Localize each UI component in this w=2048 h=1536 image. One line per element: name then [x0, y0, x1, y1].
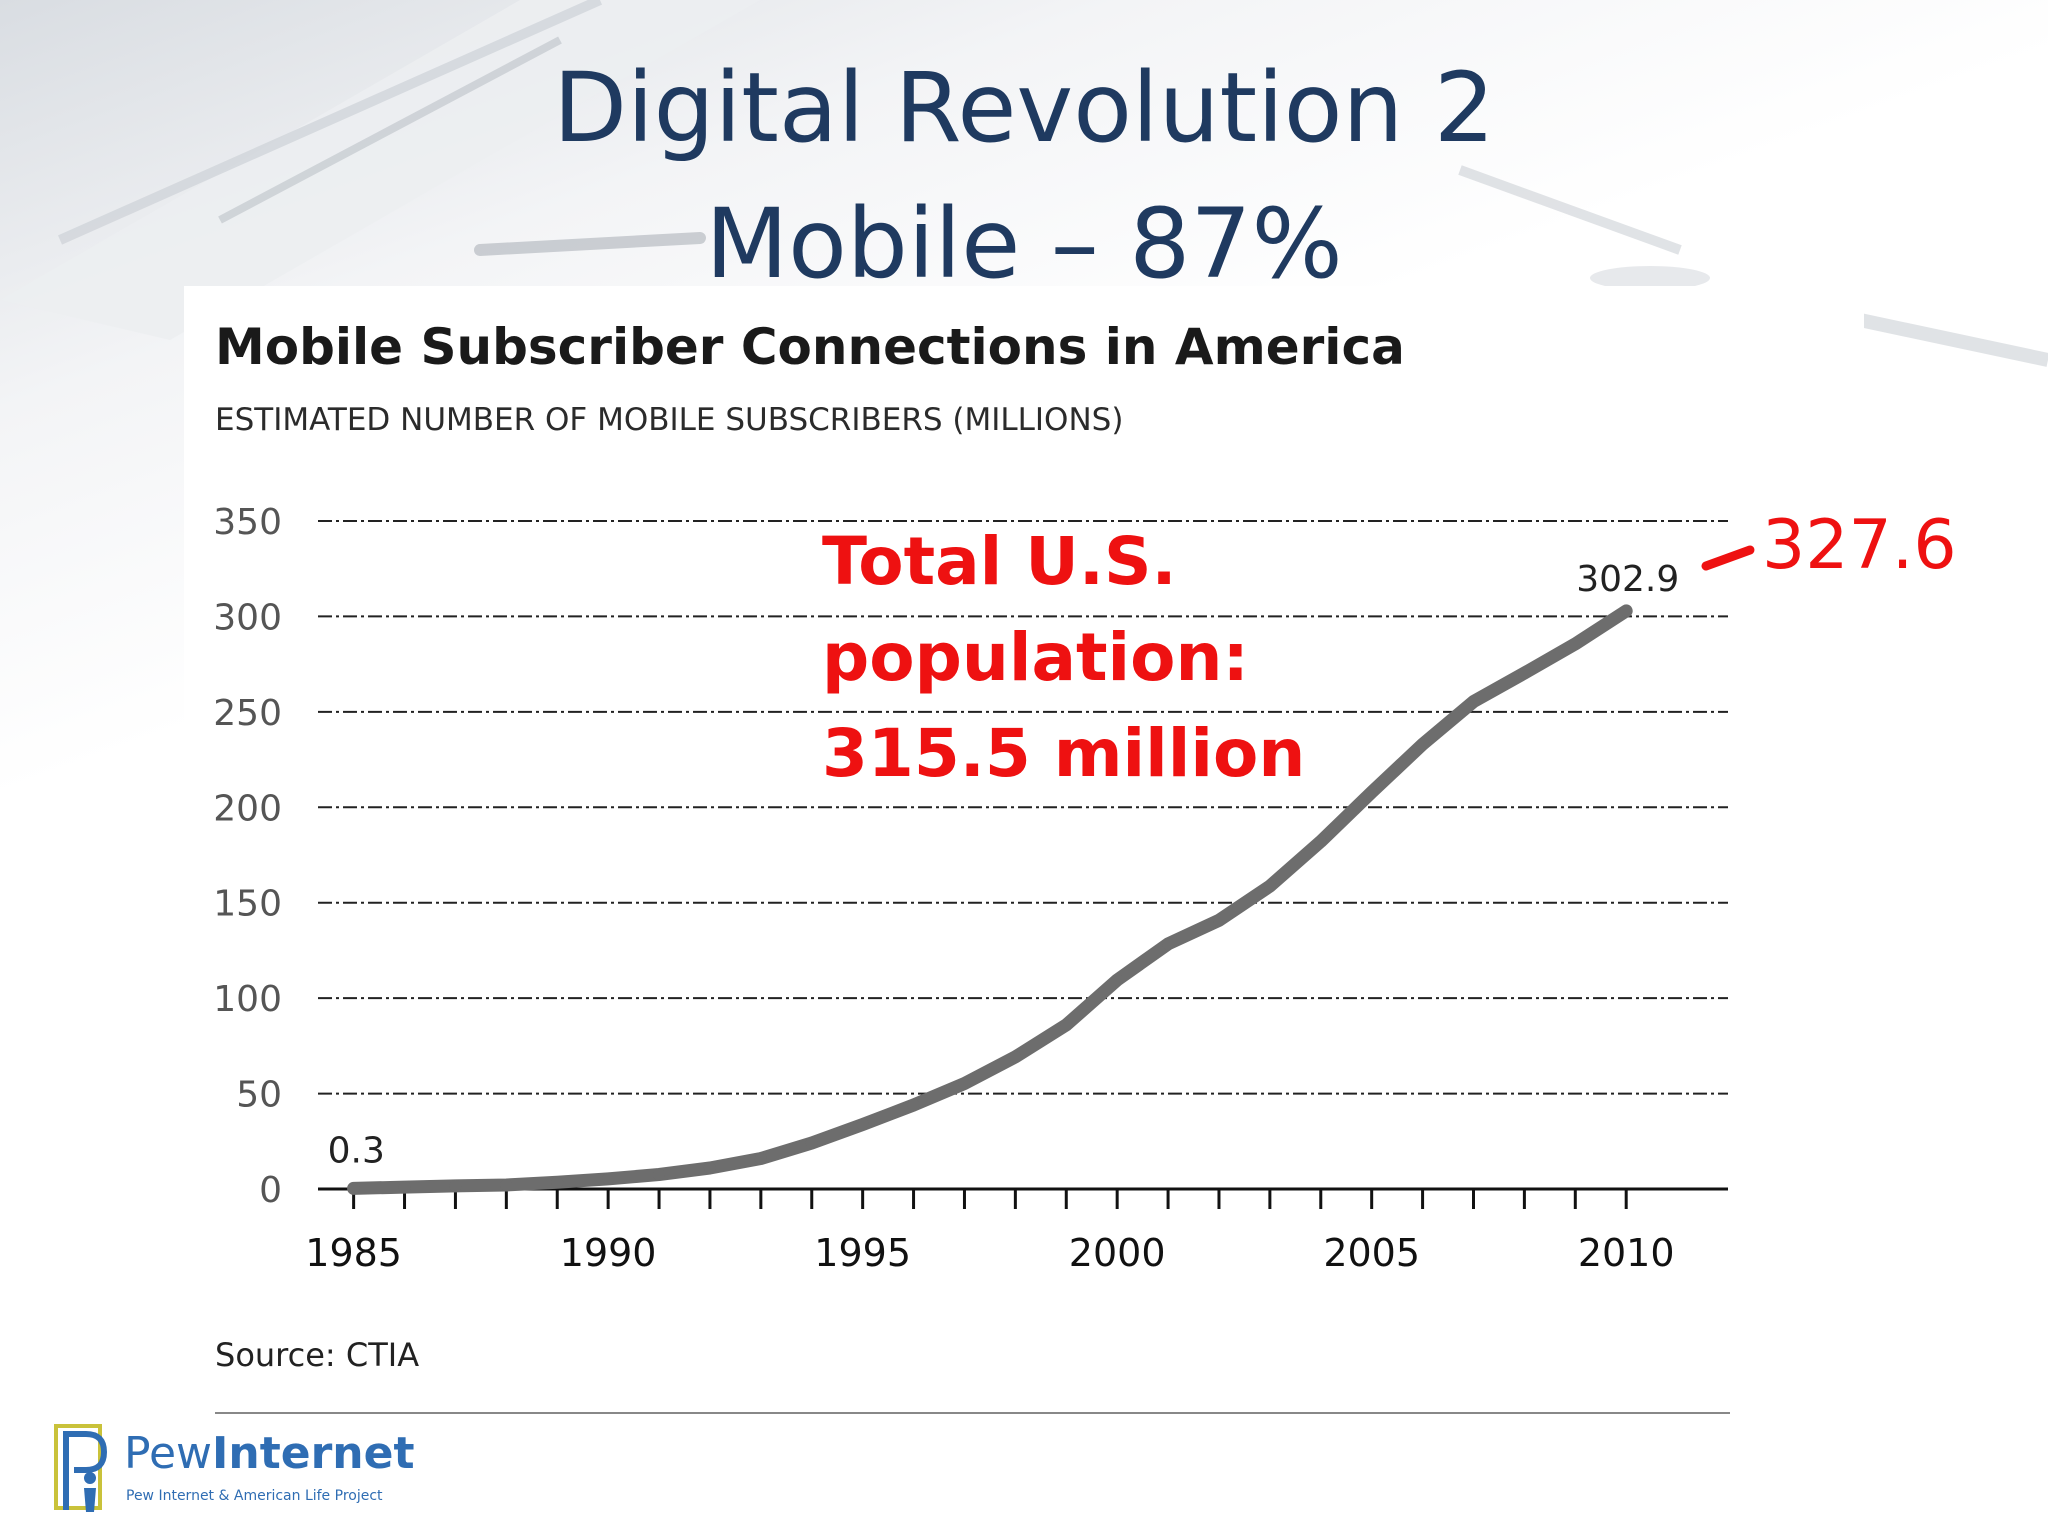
data-point [347, 1182, 360, 1195]
x-tick-label: 2010 [1578, 1231, 1675, 1275]
data-point [754, 1152, 767, 1165]
x-tick-label: 2005 [1323, 1231, 1420, 1275]
x-tick-label: 1990 [560, 1231, 657, 1275]
data-point [958, 1077, 971, 1090]
y-tick-label: 200 [213, 788, 282, 829]
extra-value-annotation: 327.6 [1762, 506, 1957, 585]
data-point [398, 1181, 411, 1194]
data-point [500, 1178, 513, 1191]
y-tick-label: 300 [213, 597, 282, 638]
callout-line2: population: [822, 619, 1249, 696]
data-point [602, 1172, 615, 1185]
y-tick-label: 250 [213, 693, 282, 734]
logo-word-internet: Internet [212, 1428, 415, 1479]
data-point [1060, 1018, 1073, 1031]
data-point [1263, 880, 1276, 893]
data-point [1365, 786, 1378, 799]
annotation-connector [1701, 545, 1755, 571]
data-label: 0.3 [328, 1130, 385, 1171]
logo-wordmark: PewInternet [124, 1428, 415, 1479]
data-point [1416, 738, 1429, 751]
data-point [1620, 604, 1633, 617]
slide-title-line2: Mobile – 87% [705, 188, 1343, 300]
data-point [653, 1168, 666, 1181]
series-line [347, 604, 1633, 1195]
y-tick-label: 0 [259, 1170, 282, 1211]
data-point [551, 1176, 564, 1189]
population-callout: Total U.S. population: 315.5 million [822, 514, 1305, 802]
data-point [907, 1099, 920, 1112]
x-tick-label: 1995 [814, 1231, 911, 1275]
data-point [805, 1137, 818, 1150]
x-tick-label: 1985 [305, 1231, 402, 1275]
data-point [1467, 695, 1480, 708]
callout-line3: 315.5 million [822, 715, 1306, 792]
logo-tagline: Pew Internet & American Life Project [126, 1488, 383, 1504]
data-point [1009, 1050, 1022, 1063]
slide-title: Digital Revolution 2 Mobile – 87% [0, 40, 2048, 312]
data-point [1314, 835, 1327, 848]
data-point [1569, 637, 1582, 650]
y-tick-label: 50 [236, 1075, 282, 1116]
pew-internet-logo: PewInternet Pew Internet & American Life… [52, 1420, 415, 1516]
data-point [1111, 974, 1124, 987]
x-tick-label: 2000 [1069, 1231, 1166, 1275]
data-point [1518, 667, 1531, 680]
chart-title: Mobile Subscriber Connections in America [215, 318, 1405, 376]
footer-divider [215, 1412, 1730, 1414]
logo-word-pew: Pew [124, 1428, 213, 1479]
callout-line1: Total U.S. [822, 523, 1177, 600]
y-tick-label: 350 [213, 502, 282, 543]
source-note: Source: CTIA [215, 1336, 420, 1374]
data-point [856, 1118, 869, 1131]
slide-title-line1: Digital Revolution 2 [553, 52, 1495, 164]
data-label: 302.9 [1576, 559, 1679, 600]
pew-logo-icon [54, 1424, 108, 1512]
data-point [1162, 937, 1175, 950]
chart-panel [184, 286, 1864, 1426]
chart-subtitle: ESTIMATED NUMBER OF MOBILE SUBSCRIBERS (… [215, 402, 1124, 438]
data-point [449, 1179, 462, 1192]
data-point [703, 1162, 716, 1175]
data-point [1212, 914, 1225, 927]
y-tick-label: 150 [213, 884, 282, 925]
y-tick-label: 100 [213, 979, 282, 1020]
